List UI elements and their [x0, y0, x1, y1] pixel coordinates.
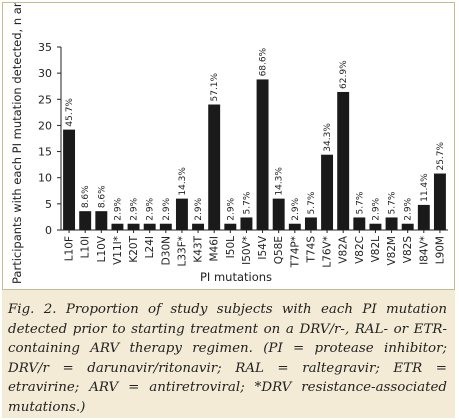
x-tick-label: L90M	[434, 236, 446, 264]
x-tick-label: D30N	[160, 236, 172, 265]
bar	[111, 223, 124, 230]
bar	[433, 173, 446, 230]
data-label: 5.7%	[307, 191, 317, 214]
bar	[304, 217, 317, 230]
data-label: 8.6%	[97, 185, 107, 208]
x-tick-label: V11I*	[112, 236, 124, 265]
x-tick-label: I84V*	[418, 236, 430, 265]
x-tick-label: I50L	[225, 236, 237, 258]
data-label: 2.9%	[291, 197, 301, 220]
data-label: 11.4%	[420, 173, 430, 202]
x-tick-label: K20T	[128, 235, 140, 262]
data-label: 8.6%	[81, 185, 91, 208]
data-label: 2.9%	[371, 197, 381, 220]
x-tick-label: L10F	[64, 236, 76, 261]
bar	[79, 211, 92, 230]
x-tick-label: L10I	[80, 236, 92, 258]
x-tick-label: V82C	[354, 236, 366, 264]
x-tick-label: T74S	[305, 236, 317, 264]
data-label: 14.3%	[275, 167, 285, 196]
y-tick-label: 25	[38, 93, 52, 106]
data-label: 2.9%	[226, 197, 236, 220]
y-tick-label: 15	[38, 146, 52, 159]
bar	[288, 223, 301, 230]
bar	[192, 223, 205, 230]
data-label: 2.9%	[162, 197, 172, 220]
bar	[369, 223, 382, 230]
bar	[175, 198, 188, 230]
data-label: 57.1%	[210, 72, 220, 101]
bar	[385, 217, 398, 230]
bar	[417, 204, 430, 230]
data-label: 25.7%	[436, 141, 446, 170]
x-tick-label: V82S	[402, 236, 414, 264]
y-axis-title: Participants with each PI mutation detec…	[10, 3, 24, 284]
y-tick-label: 5	[45, 198, 52, 211]
data-label: 62.9%	[339, 60, 349, 89]
data-label: 2.9%	[130, 197, 140, 220]
y-tick-label: 35	[38, 41, 52, 54]
bar	[159, 223, 172, 230]
data-label: 2.9%	[194, 197, 204, 220]
y-tick-label: 20	[38, 119, 52, 132]
bar	[143, 223, 156, 230]
x-tick-label: L76V*	[322, 236, 334, 268]
data-label: 5.7%	[388, 191, 398, 214]
bar	[95, 211, 108, 230]
x-tick-label: K43T	[193, 235, 205, 262]
x-tick-label: L33F*	[176, 236, 188, 267]
data-label: 5.7%	[355, 191, 365, 214]
data-label: 2.9%	[404, 197, 414, 220]
x-tick-label: Q58E	[273, 236, 285, 264]
y-tick-label: 0	[45, 224, 52, 237]
bar	[63, 129, 76, 230]
y-tick-label: 10	[38, 172, 52, 185]
data-label: 68.6%	[259, 47, 269, 76]
x-tick-label: L10V	[96, 235, 108, 262]
data-label: 45.7%	[65, 98, 75, 127]
x-tick-label: V82A	[338, 235, 350, 264]
bar	[272, 198, 285, 230]
bar	[353, 217, 366, 230]
bar	[224, 223, 237, 230]
chart-frame: 0 5 10 15 20 25 30 35 L10F 45.7% L10I 8.6% L10V 8.6%…	[2, 2, 455, 290]
x-tick-label: I50V*	[241, 236, 253, 265]
x-tick-label: V82L	[370, 236, 382, 263]
caption-fig-label: Fig. 2.	[8, 302, 57, 317]
x-tick-label: I54V	[257, 235, 269, 259]
figure-caption: Fig. 2. Proportion of study subjects wit…	[2, 290, 455, 418]
bar	[240, 217, 253, 230]
data-label: 14.3%	[178, 167, 188, 196]
bar	[337, 91, 350, 230]
caption-text: Proportion of study subjects with each P…	[8, 302, 448, 415]
y-tick-label: 30	[38, 67, 52, 80]
bar-chart: 0 5 10 15 20 25 30 35 L10F 45.7% L10I 8.6% L10V 8.6%…	[10, 3, 448, 284]
x-tick-label: L24I	[144, 236, 156, 258]
bar	[401, 223, 414, 230]
bar	[321, 154, 334, 230]
x-tick-label: T74P*	[289, 236, 301, 268]
bar	[208, 104, 221, 230]
data-label: 2.9%	[113, 197, 123, 220]
bar	[256, 79, 269, 230]
data-label: 34.3%	[323, 123, 333, 152]
x-axis-title: PI mutations	[200, 270, 272, 284]
x-tick-label: V82M	[386, 236, 398, 266]
x-tick-label: M46I	[209, 236, 221, 262]
bar	[127, 223, 140, 230]
data-label: 2.9%	[146, 197, 156, 220]
data-label: 5.7%	[242, 191, 252, 214]
